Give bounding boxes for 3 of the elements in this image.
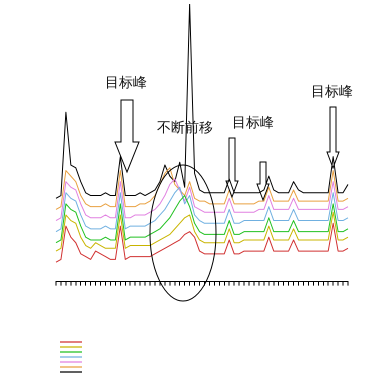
annotation: 目标峰 xyxy=(105,74,147,92)
annotation: 目标峰 xyxy=(311,83,353,101)
annotation: 目标峰 xyxy=(232,114,274,132)
